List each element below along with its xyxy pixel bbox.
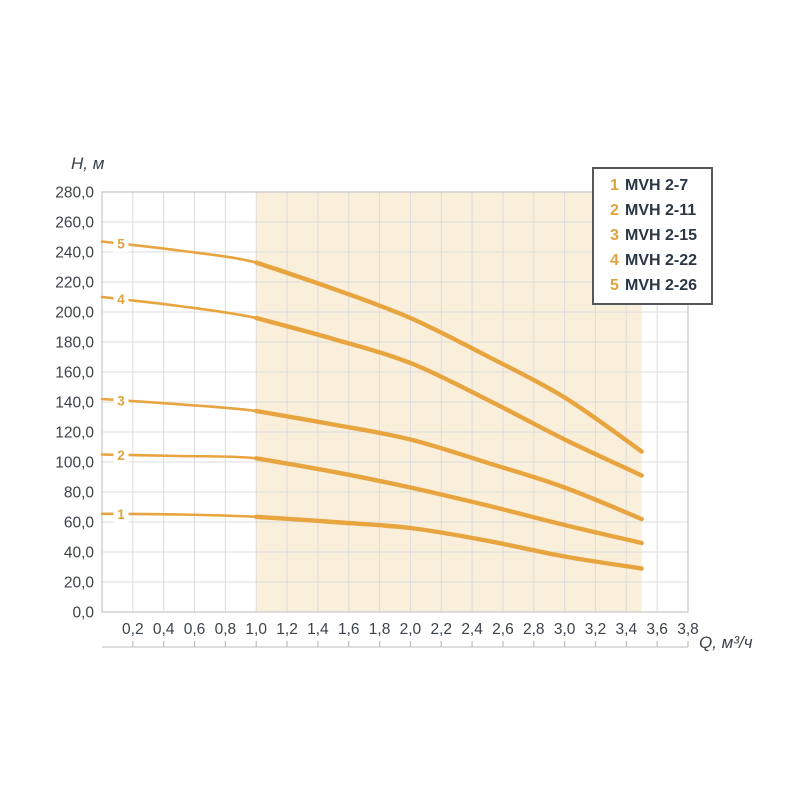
svg-text:160,0: 160,0 bbox=[55, 365, 94, 382]
svg-text:0,0: 0,0 bbox=[72, 605, 94, 622]
svg-text:2,2: 2,2 bbox=[430, 621, 452, 638]
legend-item-index: 2 bbox=[610, 202, 619, 219]
svg-text:140,0: 140,0 bbox=[55, 395, 94, 412]
svg-text:2,0: 2,0 bbox=[400, 621, 422, 638]
svg-text:5: 5 bbox=[117, 237, 125, 252]
x-axis-label: Q, м³/ч bbox=[699, 633, 753, 652]
svg-text:3,2: 3,2 bbox=[585, 621, 607, 638]
svg-text:2,6: 2,6 bbox=[492, 621, 514, 638]
svg-text:3: 3 bbox=[117, 393, 125, 408]
svg-text:1,0: 1,0 bbox=[245, 621, 267, 638]
legend-item: 1 MVH 2-7 bbox=[608, 176, 711, 196]
series-curve-2 bbox=[100, 453, 644, 546]
plot-border bbox=[101, 191, 689, 613]
svg-text:0,8: 0,8 bbox=[215, 621, 237, 638]
svg-text:180,0: 180,0 bbox=[55, 335, 94, 352]
curve-label-4: 4 bbox=[113, 290, 129, 308]
legend-item: 4 MVH 2-22 bbox=[608, 251, 711, 271]
svg-text:60,0: 60,0 bbox=[64, 515, 95, 532]
y-tick-labels: 0,0 20,0 40,0 60,0 80,0 100,0 120,0 140,0 160,0 1… bbox=[55, 185, 94, 622]
svg-text:1,6: 1,6 bbox=[338, 621, 360, 638]
curve-label-3: 3 bbox=[113, 391, 129, 409]
svg-text:3,8: 3,8 bbox=[677, 621, 699, 638]
svg-text:120,0: 120,0 bbox=[55, 425, 94, 442]
svg-text:2,4: 2,4 bbox=[461, 621, 483, 638]
legend-item-label: MVH 2-26 bbox=[625, 277, 698, 294]
svg-text:20,0: 20,0 bbox=[64, 575, 95, 592]
svg-text:100,0: 100,0 bbox=[55, 455, 94, 472]
svg-text:3,4: 3,4 bbox=[616, 621, 638, 638]
legend: 1 MVH 2-7 2 MVH 2-11 3 MVH 2-15 4 MVH 2-22 5 MVH … bbox=[592, 167, 713, 305]
svg-text:4: 4 bbox=[117, 292, 125, 307]
legend-item-label: MVH 2-7 bbox=[625, 177, 689, 194]
legend-item-index: 4 bbox=[610, 252, 619, 269]
svg-text:1: 1 bbox=[117, 507, 125, 522]
svg-text:0,4: 0,4 bbox=[153, 621, 175, 638]
svg-text:0,2: 0,2 bbox=[122, 621, 144, 638]
legend-item-label: MVH 2-22 bbox=[625, 252, 698, 269]
svg-text:40,0: 40,0 bbox=[64, 545, 95, 562]
svg-text:2: 2 bbox=[117, 448, 125, 463]
y-axis-label: H, м bbox=[71, 154, 105, 173]
svg-text:1,2: 1,2 bbox=[276, 621, 298, 638]
curve-label-1: 1 bbox=[113, 505, 129, 523]
series-curve-4 bbox=[100, 295, 644, 478]
svg-text:200,0: 200,0 bbox=[55, 305, 94, 322]
legend-item-index: 5 bbox=[610, 277, 619, 294]
series-curve-3 bbox=[100, 397, 644, 522]
svg-text:0,6: 0,6 bbox=[184, 621, 206, 638]
svg-text:240,0: 240,0 bbox=[55, 245, 94, 262]
svg-text:2,8: 2,8 bbox=[523, 621, 545, 638]
legend-item-label: MVH 2-15 bbox=[625, 227, 698, 244]
curve-label-2: 2 bbox=[113, 446, 129, 464]
svg-text:1,8: 1,8 bbox=[369, 621, 391, 638]
svg-text:3,0: 3,0 bbox=[554, 621, 576, 638]
legend-item-index: 3 bbox=[610, 227, 619, 244]
series-curve-5 bbox=[100, 240, 644, 454]
series-curve-1 bbox=[100, 512, 644, 571]
x-tick-labels: 0,2 0,4 0,6 0,8 1,0 1,2 1,4 1,6 1,8 2,0 2,2 2,4 2,6 2… bbox=[122, 621, 699, 638]
svg-text:3,6: 3,6 bbox=[646, 621, 668, 638]
legend-item-index: 1 bbox=[610, 177, 619, 194]
svg-text:1,4: 1,4 bbox=[307, 621, 329, 638]
svg-text:260,0: 260,0 bbox=[55, 215, 94, 232]
legend-item-label: MVH 2-11 bbox=[625, 202, 697, 219]
legend-item: 5 MVH 2-26 bbox=[608, 276, 711, 296]
curve-label-5: 5 bbox=[113, 235, 129, 253]
x-axis-ruler bbox=[102, 641, 689, 648]
legend-item: 3 MVH 2-15 bbox=[608, 226, 711, 246]
svg-text:220,0: 220,0 bbox=[55, 275, 94, 292]
legend-item: 2 MVH 2-11 bbox=[608, 201, 711, 221]
svg-text:80,0: 80,0 bbox=[64, 485, 95, 502]
svg-text:280,0: 280,0 bbox=[55, 185, 94, 202]
